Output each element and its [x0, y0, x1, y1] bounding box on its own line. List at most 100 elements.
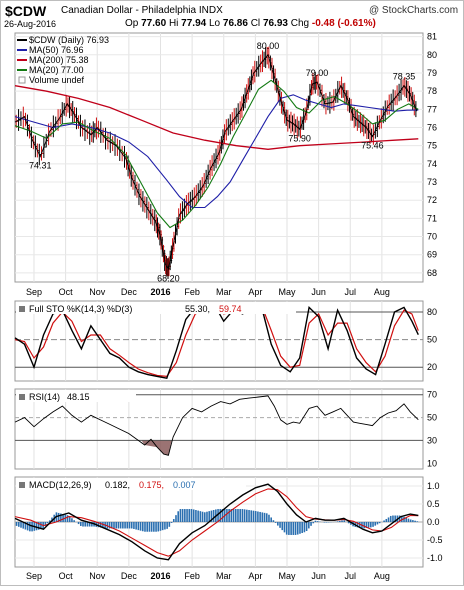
price-y-tick-label: 71 — [427, 213, 437, 223]
sto-k-value: 55.30, — [185, 304, 210, 314]
macd-histogram-bar — [208, 511, 210, 522]
macd-legend-swatch — [19, 482, 25, 488]
x-tick-label-8: May — [278, 287, 296, 297]
bottom-x-tick-label-4: 2016 — [150, 571, 170, 581]
macd-histogram-bar — [379, 522, 381, 523]
macd-histogram-bar — [166, 522, 168, 529]
rsi-y-tick-label: 30 — [427, 435, 437, 445]
macd-histogram-bar — [84, 522, 86, 527]
x-tick-label-10: Jul — [344, 287, 356, 297]
macd-histogram-bar — [151, 522, 153, 532]
bottom-x-tick-label-5: Feb — [184, 571, 200, 581]
macd-histogram-bar — [182, 509, 184, 522]
macd-histogram-bar — [255, 511, 257, 522]
macd-histogram-bar — [288, 522, 290, 535]
macd-histogram-bar — [317, 521, 319, 522]
symbol-title: $CDW — [5, 3, 46, 19]
macd-histogram-bar — [206, 512, 208, 522]
macd-histogram-bar — [195, 510, 197, 522]
macd-histogram-bar — [80, 522, 82, 526]
macd-histogram-bar — [324, 522, 326, 523]
macd-histogram-bar — [200, 511, 202, 522]
bottom-x-tick-label-8: May — [278, 571, 296, 581]
price-annotation-5: 75.46 — [361, 141, 384, 151]
x-tick-label-4: 2016 — [150, 287, 170, 297]
rsi-y-tick-label: 10 — [427, 458, 437, 468]
macd-histogram-bar — [259, 512, 261, 522]
price-y-tick-label: 74 — [427, 159, 437, 169]
legend-label-volume: Volume undef — [29, 75, 85, 85]
macd-histogram-bar — [73, 520, 75, 522]
bottom-x-tick-label-3: Dec — [121, 571, 138, 581]
macd-histogram-bar — [270, 517, 272, 522]
x-tick-label-11: Aug — [374, 287, 390, 297]
rsi-y-tick-label: 50 — [427, 413, 437, 423]
macd-histogram-bar — [191, 509, 193, 522]
low-value: 76.86 — [223, 18, 248, 29]
macd-histogram-bar — [153, 522, 155, 532]
macd-histogram-bar — [149, 522, 151, 532]
macd-histogram-bar — [197, 511, 199, 522]
macd-histogram-bar — [417, 521, 419, 522]
rsi-legend-label: RSI(14) — [29, 392, 60, 402]
macd-histogram-bar — [392, 516, 394, 522]
open-value: 77.60 — [141, 18, 166, 29]
macd-histogram-bar — [16, 522, 18, 526]
macd-histogram-bar — [284, 522, 286, 532]
macd-histogram-bar — [180, 509, 182, 522]
bottom-x-tick-label-11: Aug — [374, 571, 390, 581]
macd-histogram-bar — [250, 510, 252, 522]
macd-legend-label: MACD(12,26,9) — [29, 480, 92, 490]
macd-histogram-bar — [273, 520, 275, 522]
macd-histogram-bar — [29, 522, 31, 531]
x-tick-label-6: Mar — [216, 287, 232, 297]
macd-histogram-bar — [326, 522, 328, 523]
macd-histogram-bar — [297, 522, 299, 535]
quote-date: 26-Aug-2016 — [4, 19, 56, 29]
macd-histogram-bar — [144, 522, 146, 532]
macd-histogram-bar — [118, 522, 120, 528]
macd-histogram-bar — [120, 522, 122, 528]
bottom-x-tick-label-7: Apr — [248, 571, 262, 581]
macd-histogram-bar — [386, 519, 388, 522]
macd-histogram-bar — [138, 522, 140, 530]
close-label: Cl — [251, 18, 260, 29]
x-tick-label-3: Dec — [121, 287, 138, 297]
macd-histogram-bar — [113, 522, 115, 528]
sto-d-value: 59.74 — [219, 304, 242, 314]
price-y-tick-label: 79 — [427, 68, 437, 78]
macd-histogram-bar — [279, 522, 281, 528]
macd-histogram-bar — [266, 513, 268, 522]
macd-y-tick-label: 1.0 — [427, 481, 440, 491]
macd-histogram-bar — [390, 516, 392, 522]
macd-histogram-bar — [368, 522, 370, 528]
price-y-tick-label: 80 — [427, 50, 437, 60]
macd-histogram-bar — [299, 522, 301, 534]
macd-histogram-bar — [248, 510, 250, 522]
macd-histogram-bar — [67, 515, 69, 522]
macd-histogram-bar — [213, 510, 215, 522]
macd-histogram-bar — [157, 522, 159, 531]
change-label: Chg — [291, 18, 309, 29]
sto-legend-swatch — [19, 306, 25, 312]
macd-histogram-bar — [193, 509, 195, 522]
macd-histogram-bar — [312, 522, 314, 523]
price-annotation-0: 74.31 — [29, 161, 52, 171]
rsi-value: 48.15 — [67, 392, 90, 402]
price-y-tick-label: 81 — [427, 32, 437, 42]
macd-histogram-bar — [169, 522, 171, 527]
macd-histogram-bar — [133, 522, 135, 529]
macd-histogram-bar — [155, 522, 157, 532]
macd-histogram-bar — [257, 512, 259, 522]
macd-histogram-bar — [253, 511, 255, 522]
macd-histogram-bar — [122, 522, 124, 528]
sto-legend-label: Full STO %K(14,3) %D(3) — [29, 304, 132, 314]
price-annotation-6: 78.35 — [393, 72, 416, 82]
price-annotation-1: 68.20 — [157, 273, 180, 283]
macd-histogram-bar — [262, 512, 264, 522]
macd-histogram-bar — [281, 522, 283, 530]
legend-label-ma50: MA(50) 76.96 — [29, 45, 84, 55]
rsi-y-tick-label: 70 — [427, 390, 437, 400]
